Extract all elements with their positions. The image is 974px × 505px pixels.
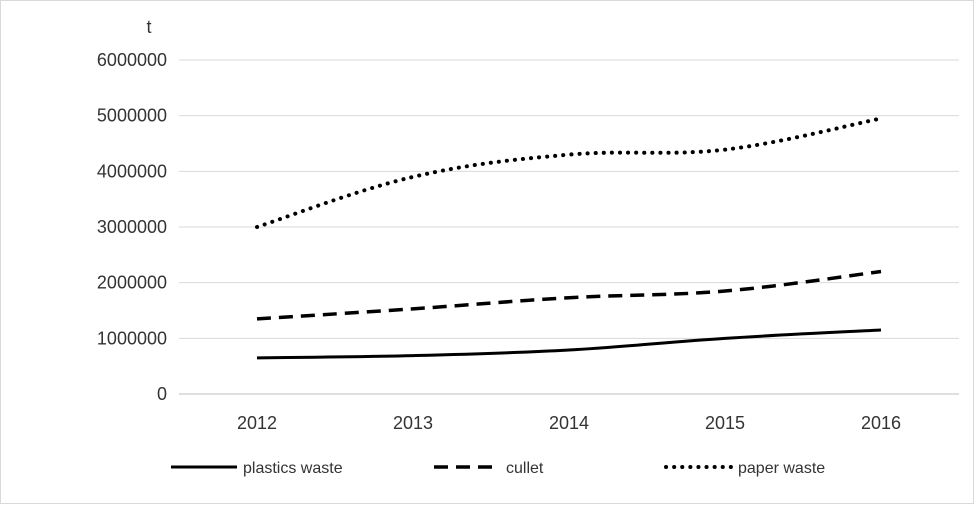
y-tick-label: 3000000: [97, 217, 167, 237]
x-tick-label: 2014: [549, 413, 589, 433]
x-tick-label: 2013: [393, 413, 433, 433]
y-tick-label: 2000000: [97, 273, 167, 293]
y-axis-label: t: [146, 17, 151, 37]
legend: plastics waste cullet paper waste: [171, 460, 825, 477]
series-line-1: [256, 269, 882, 321]
y-tick-label: 4000000: [97, 161, 167, 181]
y-tick-label: 6000000: [97, 50, 167, 70]
legend-label-2: paper waste: [738, 460, 825, 477]
y-tick-label: 1000000: [97, 328, 167, 348]
series-lines: [255, 116, 883, 360]
y-tick-label: 5000000: [97, 106, 167, 126]
legend-label-1: cullet: [506, 460, 544, 477]
y-tick-label: 0: [157, 384, 167, 404]
x-tick-label: 2016: [861, 413, 901, 433]
x-tick-label: 2015: [705, 413, 745, 433]
y-tick-labels: 0 1000000 2000000 3000000 4000000 5000000 6000…: [97, 50, 167, 404]
x-tick-label: 2012: [237, 413, 277, 433]
series-line-2: [255, 116, 883, 229]
legend-label-0: plastics waste: [243, 460, 343, 477]
series-line-0: [256, 328, 882, 360]
x-tick-labels: 2012 2013 2014 2015 2016: [237, 413, 901, 433]
gridlines: [179, 59, 959, 339]
